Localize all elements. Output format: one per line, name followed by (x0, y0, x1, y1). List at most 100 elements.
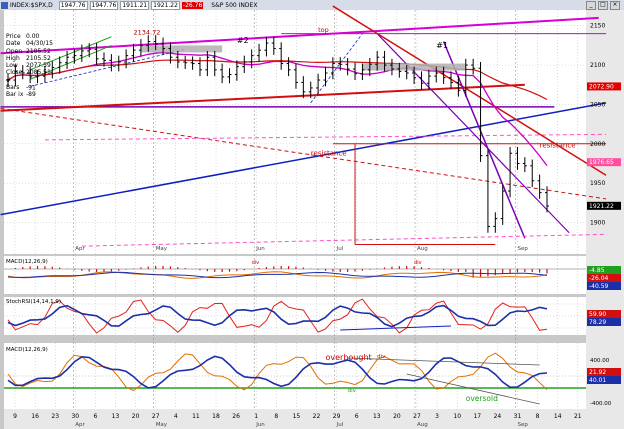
annotation-high: 2134.72 (134, 28, 161, 36)
stochrsi-line (7, 298, 548, 334)
window-controls: _ □ × (586, 1, 620, 10)
x-tick-label: 27 (152, 413, 160, 420)
indicator-tag (587, 310, 621, 318)
y-tick-label: 2000 (590, 141, 605, 148)
macd-bottom-signal (7, 355, 548, 389)
x-tick-label: 24 (494, 413, 502, 420)
close-icon[interactable]: × (610, 1, 620, 10)
info-label: Bar ix (6, 91, 24, 99)
x-tick-label: 30 (71, 413, 79, 420)
maximize-icon[interactable]: □ (598, 1, 608, 10)
macd-signal-line (7, 271, 548, 279)
x-tick-label: 8 (274, 413, 278, 420)
info-label: # Bars (6, 76, 20, 92)
quote-box-change: -26.76 (181, 1, 204, 9)
annotation-overbought: overbought (325, 353, 371, 362)
stochrsi-signal-line (7, 304, 548, 328)
indicator-tag-label: 21.92 (589, 369, 606, 376)
x-tick-label: 29 (333, 413, 341, 420)
info-value: 2077.59 (26, 62, 51, 70)
info-value: -89 (26, 91, 36, 99)
minimize-icon[interactable]: _ (586, 1, 596, 10)
indicator-tag (587, 318, 621, 326)
annotation-div: div (414, 260, 422, 266)
info-panel: Price 0.00 Date 04/30/15 Open 2105.52 High 2105… (6, 33, 53, 99)
info-value: 2085.51 (26, 69, 51, 77)
info-row: Bar ix -89 (6, 91, 53, 98)
x-tick-label: 13 (112, 413, 120, 420)
month-label: Aug (417, 246, 428, 252)
annotation-top: top (318, 26, 329, 34)
macd-bottom-line (7, 352, 548, 392)
macd-bottom-title: MACD(12,26,9) (6, 347, 48, 353)
y-tick-label: 2100 (590, 62, 605, 69)
title-bar: INDEX:$SPX,D 1947.76 1947.76 1911.21 192… (1, 0, 257, 10)
info-label: Date (6, 40, 21, 48)
x-tick-label: 22 (313, 413, 321, 420)
price-tag-label: 1921.22 (589, 203, 614, 210)
indicator-tag (587, 274, 621, 282)
y-tick-label: 1950 (590, 180, 605, 187)
info-value: 2105.52 (26, 54, 51, 62)
month-label: Jul (336, 422, 344, 428)
info-row: High 2105.52 (6, 55, 53, 62)
info-row: Open 2105.52 (6, 48, 53, 55)
x-tick-label: 6 (93, 413, 97, 420)
info-value: -91 (26, 84, 36, 92)
quote-box: 1921.22 (151, 0, 180, 10)
month-label: Apr (75, 422, 85, 428)
x-tick-label: 17 (473, 413, 481, 420)
info-row: # Bars -91 (6, 77, 53, 92)
ma-magenta (7, 51, 548, 166)
quote-box: 1911.21 (120, 0, 150, 10)
info-label: Price (6, 33, 21, 40)
month-label: May (156, 422, 168, 428)
x-tick-label: 23 (51, 413, 59, 420)
quote-box: 1947.76 (89, 0, 119, 10)
month-label: Jun (255, 422, 265, 428)
price-tag (587, 82, 621, 91)
indicator-tag-label: -4.85 (589, 267, 605, 274)
x-tick-label: 20 (393, 413, 401, 420)
x-tick-label: 16 (31, 413, 39, 420)
gray-zone (140, 45, 223, 53)
annotation-div: div (377, 354, 386, 360)
trend-red-curve (0, 83, 525, 112)
annotation-div: div (348, 388, 357, 394)
x-tick-label: 4 (174, 413, 178, 420)
y-tick-label: 1900 (590, 220, 605, 227)
x-tick-label: 3 (435, 413, 439, 420)
trend-blue-long (0, 102, 607, 216)
info-value: 2105.52 (26, 47, 51, 55)
x-tick-label: 20 (132, 413, 140, 420)
trend-blue-dashed (310, 33, 363, 104)
price-panel (4, 10, 586, 254)
month-label: Jul (336, 246, 344, 252)
info-value: 0.00 (26, 33, 40, 40)
month-label: Sep (518, 246, 529, 252)
month-label: Aug (417, 422, 428, 428)
indicator-tag-label: -26.04 (589, 275, 609, 282)
x-tick-label: 6 (355, 413, 359, 420)
info-value: 04/30/15 (26, 40, 53, 48)
annotation-div: div (252, 260, 260, 266)
info-label: High (6, 54, 20, 62)
info-row: Low 2077.59 (6, 62, 53, 69)
macd-top-title: MACD(12,26,9) (6, 259, 48, 265)
x-tick-label: 15 (293, 413, 301, 420)
info-label: Open (6, 47, 23, 55)
x-tick-label: 31 (514, 413, 522, 420)
macd-channel-line (347, 357, 540, 366)
x-tick-label: 10 (453, 413, 461, 420)
annotation-resistance: resistance (311, 150, 347, 158)
annotation-resistance: resistance (540, 142, 576, 150)
month-label: Sep (518, 422, 529, 428)
price-tag (587, 201, 621, 210)
annotation-wave1: #1 (436, 41, 448, 50)
indicator-tag (587, 282, 621, 290)
x-tick-label: 9 (13, 413, 17, 420)
y-tick-label: 2150 (590, 23, 605, 30)
trend-pink-dashed (44, 133, 607, 141)
info-row: Close 2085.51 (6, 69, 53, 76)
month-label: Jun (255, 246, 265, 252)
